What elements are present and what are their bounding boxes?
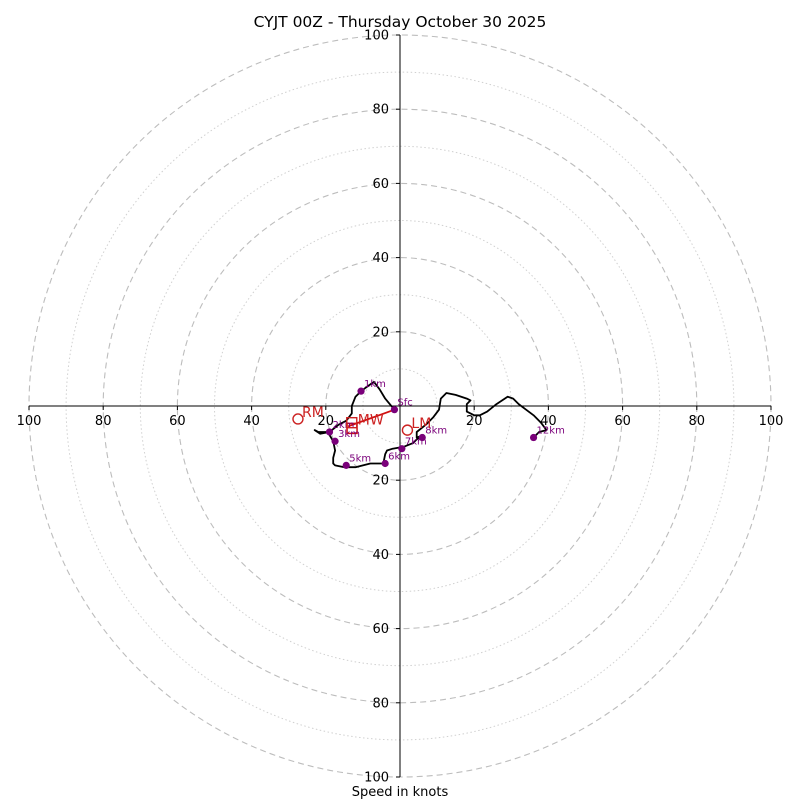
x-tick-label: 20 — [466, 414, 483, 429]
chart-title: CYJT 00Z - Thursday October 30 2025 — [254, 13, 547, 31]
y-tick-label: 40 — [372, 548, 389, 563]
height-marker-label: Sfc — [397, 398, 412, 409]
height-marker-dot — [357, 387, 365, 395]
y-tick-label: 100 — [364, 29, 389, 44]
y-tick-label: 80 — [372, 103, 389, 118]
x-tick-label: 40 — [243, 414, 260, 429]
x-tick-label: 100 — [17, 414, 42, 429]
axes: 100 100 80 80 60 60 40 40 20 20 20 20 40 40 60 60 80 80 10… — [17, 29, 784, 786]
mean-wind-label: MW — [358, 413, 384, 429]
mean-wind-marker — [346, 416, 358, 429]
x-tick-label: 80 — [95, 414, 112, 429]
height-marker-dot — [342, 461, 350, 469]
right-mover-marker — [292, 413, 304, 425]
height-marker-dot — [331, 437, 339, 445]
y-tick-label: 60 — [372, 622, 389, 637]
height-marker-label: 6km — [388, 452, 410, 463]
height-marker-dot — [398, 445, 406, 453]
height-marker-dot — [529, 433, 538, 442]
x-tick-label: 20 — [318, 414, 335, 429]
height-marker-label: 12km — [537, 426, 565, 437]
y-tick-label: 40 — [372, 251, 389, 266]
y-tick-label: 60 — [372, 177, 389, 192]
height-marker-dot — [325, 428, 334, 436]
height-marker-label: 3km — [338, 429, 360, 440]
height-marker-label: 7km — [405, 437, 427, 448]
left-mover-marker — [401, 424, 414, 436]
left-mover-label: LM — [411, 416, 431, 432]
x-tick-label: 80 — [689, 414, 706, 429]
x-tick-label: 100 — [759, 414, 784, 429]
y-tick-label: 20 — [372, 474, 389, 489]
y-tick-label: 100 — [364, 771, 389, 786]
height-marker-dot — [418, 433, 426, 442]
x-tick-label: 60 — [614, 414, 631, 429]
hodograph-trace — [313, 380, 548, 469]
height-marker-label: 1km — [364, 379, 386, 390]
height-marker-label: 8km — [425, 426, 447, 437]
height-marker-label: 5km — [349, 453, 371, 464]
height-marker-dot — [390, 406, 399, 414]
x-axis-label: Speed in knots — [352, 785, 449, 800]
x-tick-label: 40 — [540, 414, 557, 429]
hodograph-line — [313, 380, 548, 469]
y-tick-label: 20 — [372, 325, 389, 340]
height-marker-dot — [381, 459, 389, 468]
x-tick-label: 60 — [169, 414, 186, 429]
shear-box — [346, 422, 358, 435]
height-marker-label: 2km — [333, 420, 355, 431]
y-tick-label: 80 — [372, 696, 389, 711]
right-mover-label: RM — [302, 405, 324, 421]
